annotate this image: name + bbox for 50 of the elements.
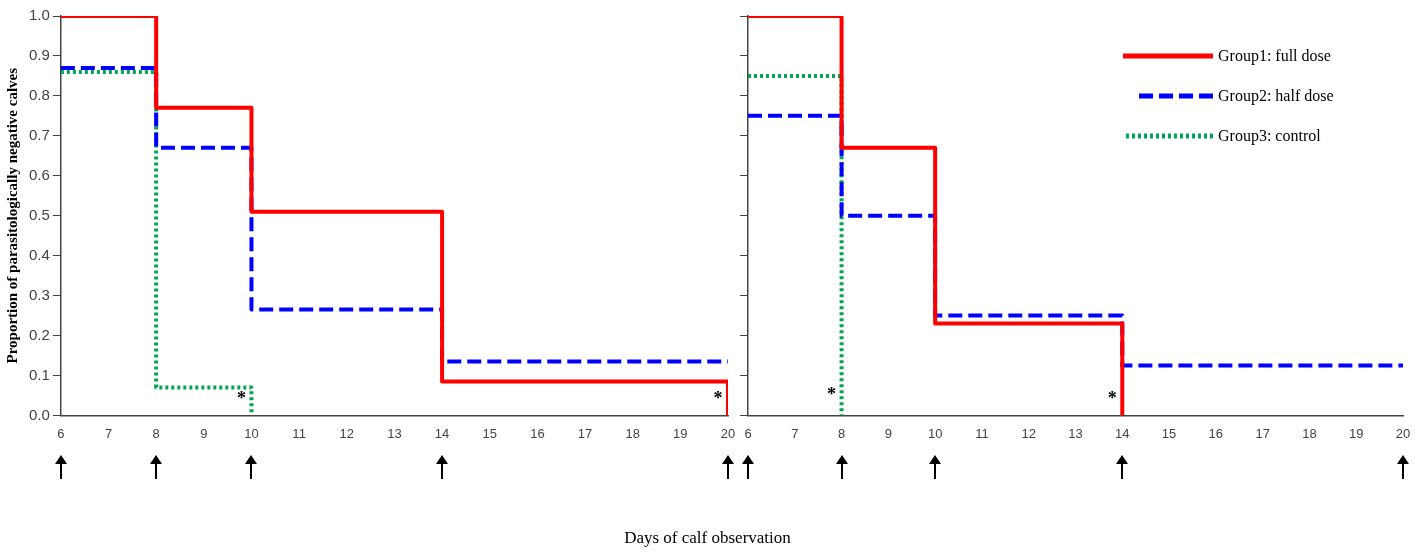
x-tick-label: 13 (1068, 425, 1083, 441)
x-tick-label: 9 (884, 425, 892, 441)
y-tick-label: 0.4 (28, 245, 50, 263)
y-tick-label: 0.0 (28, 405, 50, 423)
x-tick-label: 19 (1348, 425, 1364, 441)
x-tick-label: 13 (387, 425, 402, 441)
y-tick-label: 0.5 (28, 205, 50, 223)
x-tick-label: 20 (720, 425, 736, 441)
x-tick-label: 8 (152, 425, 160, 441)
legend-label: Group2: half dose (1218, 87, 1334, 105)
x-tick-label: 12 (1021, 425, 1036, 441)
y-tick-label: 1.0 (28, 6, 50, 24)
x-tick-label: 6 (57, 425, 65, 441)
text: Group1: full dose (1218, 47, 1331, 65)
y-tick-label: 0.7 (28, 125, 50, 143)
annotation: * (236, 388, 246, 409)
y-tick-label: 0.2 (28, 325, 50, 343)
x-tick-label: 12 (339, 425, 355, 441)
x-tick-label: 11 (292, 425, 306, 441)
x-tick-label: 10 (244, 425, 259, 441)
x-tick-label: 6 (744, 425, 752, 441)
x-tick-label: 7 (104, 425, 113, 441)
y-tick-label: 0.8 (28, 86, 50, 104)
x-tick-label: 17 (1255, 425, 1270, 441)
x-tick-label: 15 (1161, 425, 1177, 441)
x-tick-label: 9 (200, 425, 208, 441)
x-tick-label: 11 (975, 425, 989, 441)
annotation: * (1107, 388, 1117, 409)
x-tick-label: 16 (1208, 425, 1224, 441)
x-tick-label: 10 (927, 425, 943, 441)
y-tick-label: 0.3 (28, 285, 50, 303)
x-tick-label: 18 (1302, 425, 1317, 441)
y-axis-title: Proportion of parasitologically negative calves (3, 67, 20, 364)
annotation: * (827, 384, 837, 405)
x-tick-label: 19 (673, 425, 688, 441)
legend-label: Group3: control (1218, 127, 1321, 145)
x-tick-label: 8 (837, 425, 846, 441)
annotation: * (713, 388, 723, 409)
x-tick-label: 7 (791, 425, 799, 441)
x-tick-label: 15 (482, 425, 497, 441)
x-axis-title: Days of calf observation (623, 528, 792, 548)
x-tick-label: 14 (1115, 425, 1130, 441)
x-tick-label: 17 (577, 425, 593, 441)
x-tick-label: 20 (1395, 425, 1411, 441)
y-tick-label: 0.6 (28, 165, 50, 183)
x-tick-label: 16 (530, 425, 545, 441)
x-tick-label: 14 (434, 425, 450, 441)
y-tick-label: 0.9 (28, 46, 50, 64)
y-tick-label: 0.1 (28, 365, 50, 383)
x-tick-label: 18 (625, 425, 640, 441)
